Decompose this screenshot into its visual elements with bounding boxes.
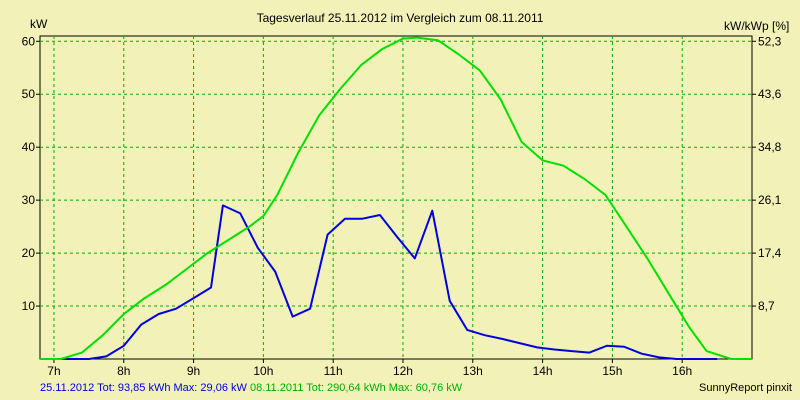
series-line-2 bbox=[40, 36, 752, 360]
x-tick-label: 14h bbox=[533, 364, 553, 378]
y-left-tick-label: 30 bbox=[22, 193, 36, 207]
x-tick-label: 12h bbox=[393, 364, 413, 378]
footer-series2-summary: 08.11.2011 Tot: 290,64 kWh Max: 60,76 kW bbox=[249, 382, 463, 394]
y-left-tick-label: 20 bbox=[22, 246, 36, 260]
series-line-1 bbox=[54, 204, 718, 360]
y-left-axis-label: kW bbox=[30, 17, 48, 31]
footer-series1-summary: 25.11.2012 Tot: 93,85 kWh Max: 29,06 kW bbox=[40, 382, 247, 394]
y-right-tick-label: 26,1 bbox=[758, 193, 782, 207]
y-right-tick-label: 43,6 bbox=[758, 87, 782, 101]
x-tick-label: 10h bbox=[253, 364, 273, 378]
y-right-tick-label: 52,3 bbox=[758, 34, 782, 48]
y-right-tick-label: 17,4 bbox=[758, 246, 782, 260]
y-left-tick-label: 60 bbox=[22, 34, 36, 48]
x-tick-label: 11h bbox=[324, 364, 343, 378]
x-tick-label: 8h bbox=[117, 364, 130, 378]
x-tick-label: 15h bbox=[602, 364, 622, 378]
x-tick-label: 9h bbox=[187, 364, 200, 378]
x-tick-label: 16h bbox=[672, 364, 692, 378]
y-left-tick-label: 50 bbox=[22, 87, 36, 101]
y-left-tick-label: 10 bbox=[22, 299, 36, 313]
y-right-tick-label: 8,7 bbox=[758, 299, 775, 313]
plot-area: 7h 8h 9h 10h 11h 12h 13h 14h 15h 16h 10 20 30 40 50 60 8… bbox=[22, 34, 782, 378]
y-right-axis-label: kW/kWp [%] bbox=[724, 19, 789, 33]
y-right-tick-label: 34,8 bbox=[758, 140, 782, 154]
chart-title: Tagesverlauf 25.11.2012 im Vergleich zum… bbox=[257, 11, 544, 25]
chart-footer: 25.11.2012 Tot: 93,85 kWh Max: 29,06 kW … bbox=[40, 382, 462, 394]
plot-border bbox=[39, 35, 753, 360]
x-tick-label: 13h bbox=[463, 364, 483, 378]
y-left-tick-label: 40 bbox=[22, 140, 36, 154]
credit-text: SunnyReport pinxit bbox=[699, 382, 792, 394]
x-tick-label: 7h bbox=[47, 364, 60, 378]
